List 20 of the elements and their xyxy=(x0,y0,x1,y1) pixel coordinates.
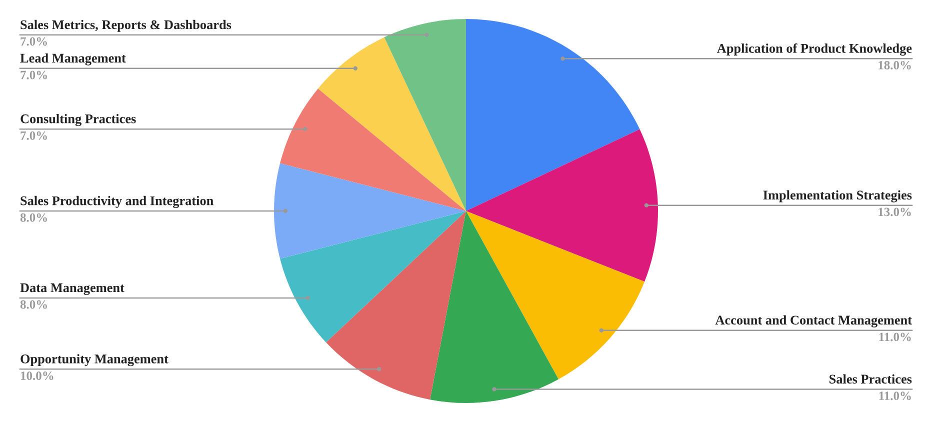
slice-label: Consulting Practices xyxy=(20,114,136,126)
slice-label: Application of Product Knowledge xyxy=(717,43,912,56)
data-label: 7.0% xyxy=(20,131,47,140)
slice-label: Sales Practices xyxy=(830,374,912,384)
data-label: 11.0% xyxy=(879,392,911,400)
data-label: 11.0% xyxy=(879,332,911,342)
slice-label: Implementation Strategies xyxy=(763,190,912,202)
slice-label: Account and Contact Management xyxy=(715,315,912,328)
data-label: 18.0% xyxy=(878,60,911,70)
slice-label: Sales Metrics, Reports & Dashboards xyxy=(20,20,232,32)
data-label: 13.0% xyxy=(878,208,911,216)
slice-label: Opportunity Management xyxy=(20,354,168,366)
slice-label: Data Management xyxy=(20,283,124,295)
slice-label: Lead Management xyxy=(20,53,126,66)
data-label: 8.0% xyxy=(20,213,47,222)
data-label: 7.0% xyxy=(20,37,47,46)
slice-label: Sales Productivity and Integration xyxy=(20,196,214,208)
data-label: 8.0% xyxy=(20,300,47,309)
data-label: 10.0% xyxy=(21,372,54,380)
data-label: 7.0% xyxy=(20,70,47,80)
